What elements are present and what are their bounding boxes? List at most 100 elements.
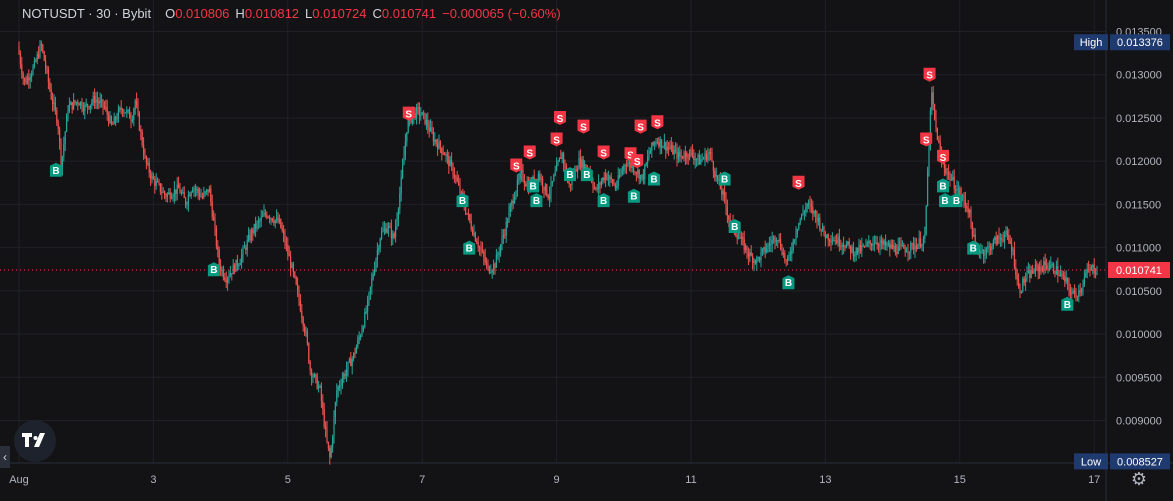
candle-body — [169, 192, 171, 199]
candle-body — [861, 245, 863, 251]
candle-body — [710, 152, 712, 154]
candle-body — [1068, 282, 1070, 290]
tradingview-logo-icon[interactable] — [14, 420, 56, 462]
candle-body — [113, 117, 115, 125]
candle-body — [865, 243, 867, 247]
candle-body — [108, 114, 110, 123]
candle-body — [820, 228, 822, 230]
candle-body — [809, 202, 811, 206]
candle-body — [704, 153, 706, 159]
candle-body — [753, 260, 755, 264]
candle-body — [283, 231, 285, 235]
candle-body — [722, 191, 724, 195]
sell-signal: S — [651, 115, 664, 130]
candle-body — [656, 141, 658, 143]
candle-body — [817, 217, 819, 222]
candle-body — [644, 165, 646, 180]
candle-body — [131, 119, 133, 121]
candle-body — [189, 195, 191, 197]
candle-body — [834, 240, 836, 242]
candle-body — [740, 236, 742, 239]
chevron-left-icon[interactable]: ‹ — [0, 446, 10, 468]
candle-body — [995, 236, 997, 244]
candle-body — [326, 429, 328, 442]
candle-body — [276, 217, 278, 220]
candle-body — [141, 131, 143, 145]
candle-body — [992, 240, 994, 247]
buy-signal: B — [580, 167, 593, 182]
candle-body — [990, 245, 992, 251]
candle-body — [101, 99, 103, 101]
candle-body — [542, 178, 544, 188]
candle-body — [878, 245, 880, 247]
candle-body — [780, 239, 782, 249]
candle-body — [875, 242, 877, 244]
candle-body — [187, 195, 189, 204]
candle-body — [781, 248, 783, 255]
candle-body — [449, 160, 451, 167]
candle-body — [813, 210, 815, 214]
buy-signal: B — [527, 178, 540, 193]
candle-body — [203, 192, 205, 198]
candle-body — [1039, 266, 1041, 272]
candle-body — [274, 219, 276, 224]
candle-body — [550, 182, 552, 195]
candle-body — [375, 259, 377, 270]
candle-body — [908, 251, 910, 253]
sell-signal: S — [523, 145, 536, 160]
symbol-title[interactable]: NOTUSDT · 30 · Bybit — [22, 6, 152, 21]
candle-body — [787, 257, 789, 261]
candle-body — [955, 189, 957, 192]
signal-label: S — [526, 149, 533, 160]
candle-body — [105, 106, 107, 108]
candle-body — [392, 233, 394, 239]
candle-body — [743, 238, 745, 251]
x-tick-label: 11 — [685, 474, 696, 486]
candle-body — [903, 244, 905, 249]
candle-body — [754, 260, 756, 264]
candle-body — [953, 176, 955, 190]
signal-marker-shape — [402, 106, 415, 121]
candle-body — [232, 264, 234, 275]
candle-body — [379, 238, 381, 249]
candle-body — [775, 240, 777, 242]
candle-body — [1002, 240, 1004, 242]
candle-body — [920, 238, 922, 247]
signal-marker-shape — [523, 145, 536, 160]
buy-signal: B — [648, 171, 661, 186]
candle-body — [798, 222, 800, 230]
candle-body — [122, 109, 124, 113]
candle-body — [180, 192, 182, 194]
candle-body — [512, 200, 514, 203]
candle-body — [474, 232, 476, 241]
candle-body — [424, 112, 426, 124]
candle-body — [67, 111, 69, 116]
candle-body — [389, 226, 391, 228]
candle-body — [497, 254, 499, 256]
candle-body — [298, 290, 300, 301]
signal-label: B — [466, 244, 473, 255]
candle-body — [509, 205, 511, 212]
candle-body — [460, 192, 462, 194]
candle-body — [1095, 273, 1097, 275]
candle-body — [514, 197, 516, 203]
candle-body — [441, 147, 443, 154]
candle-body — [402, 165, 404, 178]
candle-body — [687, 157, 689, 159]
candle-body — [256, 222, 258, 229]
candle-body — [162, 191, 164, 193]
candle-body — [794, 239, 796, 241]
gear-icon[interactable]: ⚙ — [1130, 469, 1148, 489]
candle-body — [271, 218, 273, 222]
signal-label: S — [513, 161, 520, 172]
candle-body — [376, 250, 378, 260]
candle-body — [981, 250, 983, 252]
candle-body — [239, 262, 241, 266]
candle-body — [539, 173, 541, 180]
candle-body — [712, 161, 714, 171]
candle-body — [1072, 290, 1074, 294]
candle-body — [991, 246, 993, 251]
candle-body — [116, 119, 118, 121]
candle-body — [592, 181, 594, 188]
